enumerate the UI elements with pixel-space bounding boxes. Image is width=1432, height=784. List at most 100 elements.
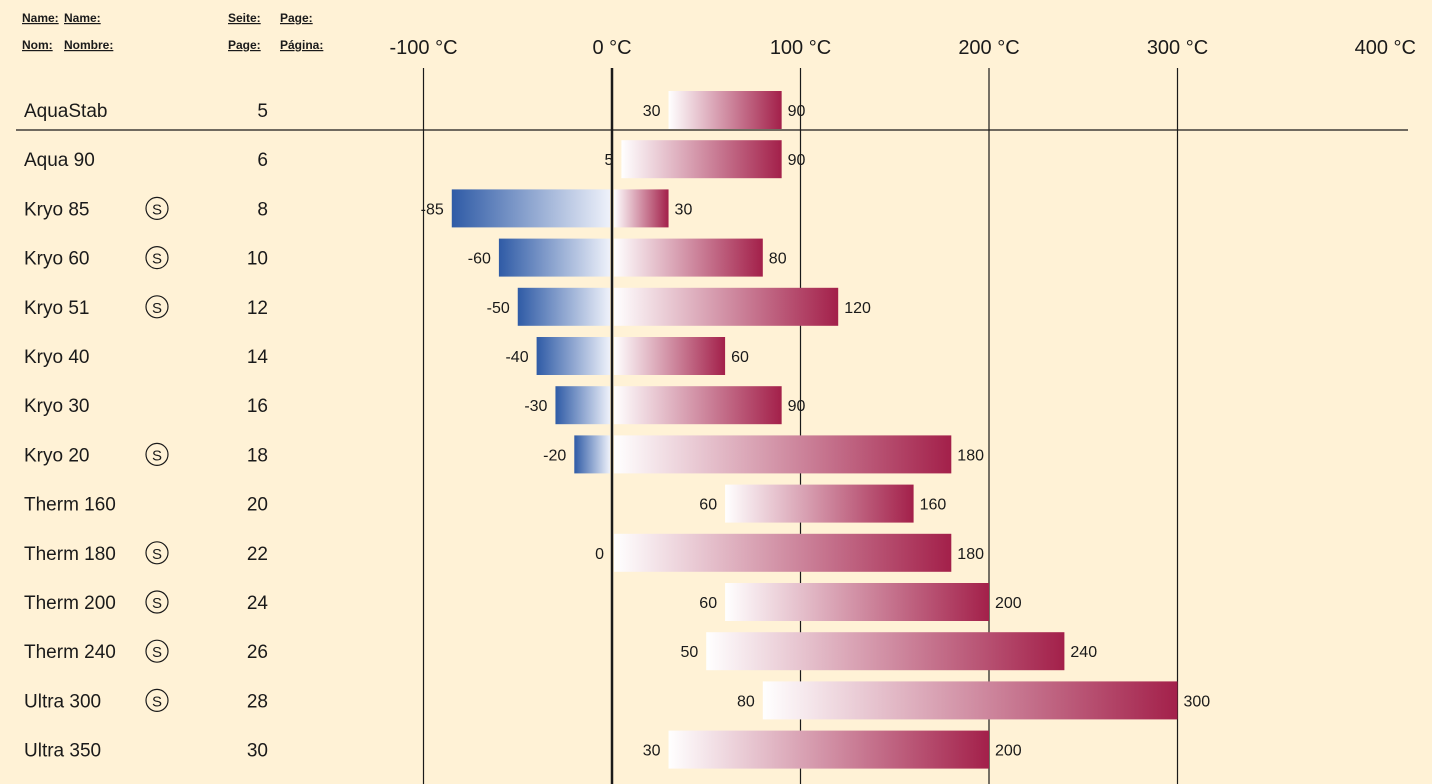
special-marker-letter: S	[152, 693, 162, 710]
header-name-en: Name:	[64, 11, 101, 25]
warm-range-bar	[668, 91, 782, 129]
max-value-label: 90	[788, 152, 806, 169]
cold-range-bar	[536, 337, 610, 375]
x-tick-label: 400 °C	[1355, 37, 1416, 59]
min-value-label: 60	[699, 497, 717, 514]
x-axis-tick-labels: -100 °C 0 °C 100 °C 200 °C 300 °C 400 °C	[389, 37, 1416, 59]
row-name: Kryo 51	[24, 298, 89, 319]
cold-range-bar	[451, 189, 610, 228]
max-value-label: 180	[957, 447, 984, 464]
grid-lines	[16, 68, 1408, 784]
special-marker-letter: S	[152, 644, 162, 661]
special-marker-letter: S	[152, 447, 162, 464]
row-name: Therm 240	[24, 642, 116, 663]
special-marker-letter: S	[152, 201, 162, 218]
max-value-label: 80	[769, 251, 787, 268]
header-seite-de: Seite:	[228, 11, 261, 25]
row-name: Kryo 85	[24, 199, 89, 220]
warm-range-bar	[614, 337, 726, 375]
row-page-number: 30	[247, 741, 268, 762]
min-value-label: 60	[699, 595, 717, 612]
special-marker-circle	[145, 590, 169, 614]
special-marker-circle	[145, 196, 169, 220]
max-value-label: 200	[995, 743, 1022, 760]
special-marker-letter: S	[152, 595, 162, 612]
row-page-number: 6	[257, 150, 268, 171]
max-value-label: 180	[957, 546, 984, 563]
special-marker-circle	[145, 246, 169, 270]
warm-range-bar	[614, 287, 839, 326]
min-value-label: 5	[605, 152, 614, 169]
special-marker-letter: S	[152, 300, 162, 317]
header-nombre-es: Nombre:	[64, 38, 113, 52]
row-name: Therm 160	[24, 495, 116, 516]
row-page-number: 20	[247, 495, 268, 516]
row-name: Kryo 60	[24, 249, 89, 270]
row-name: Kryo 20	[24, 445, 89, 466]
x-tick-label: 0 °C	[592, 37, 631, 59]
row-page-number: 24	[247, 593, 269, 614]
min-value-label: 80	[737, 693, 755, 710]
row-page-number: 8	[257, 199, 268, 220]
row-name: Therm 200	[24, 593, 116, 614]
row-name: Ultra 350	[24, 741, 101, 762]
min-value-label: 30	[643, 743, 661, 760]
row-labels: AquaStab 5 30 90 Aqua 90 6 5 90 Kryo 85 S 8 -85 30 Kr…	[24, 101, 1210, 762]
warm-range-bar	[762, 681, 1178, 720]
max-value-label: 60	[731, 349, 749, 366]
bars	[451, 91, 1178, 769]
row-page-number: 22	[247, 544, 268, 565]
cold-range-bar	[574, 435, 610, 474]
warm-range-bar	[614, 238, 763, 277]
cold-range-bar	[555, 386, 610, 425]
x-tick-label: 300 °C	[1147, 37, 1208, 59]
row-name: Kryo 40	[24, 347, 89, 368]
cold-range-bar	[517, 287, 610, 326]
min-value-label: -40	[505, 349, 528, 366]
warm-range-bar	[614, 189, 669, 228]
warm-range-bar	[706, 632, 1065, 671]
warm-range-bar	[614, 386, 782, 425]
max-value-label: 90	[788, 103, 806, 120]
row-page-number: 28	[247, 691, 268, 712]
row-page-number: 5	[257, 101, 268, 122]
max-value-label: 300	[1184, 693, 1211, 710]
row-name: Therm 180	[24, 544, 116, 565]
max-value-label: 160	[920, 497, 947, 514]
x-tick-label: -100 °C	[389, 37, 457, 59]
row-page-number: 18	[247, 445, 268, 466]
min-value-label: -30	[524, 398, 547, 415]
min-value-label: 0	[595, 546, 604, 563]
warm-range-bar	[725, 484, 914, 523]
header-name-de: Name:	[22, 11, 59, 25]
x-tick-label: 100 °C	[770, 37, 831, 59]
row-name: Aqua 90	[24, 150, 95, 171]
min-value-label: -60	[468, 251, 491, 268]
row-page-number: 12	[247, 298, 268, 319]
min-value-label: 30	[643, 103, 661, 120]
row-page-number: 16	[247, 396, 268, 417]
warm-range-bar	[668, 730, 989, 769]
row-name: Kryo 30	[24, 396, 89, 417]
min-value-label: -85	[421, 201, 444, 218]
warm-range-bar	[621, 140, 782, 179]
special-marker-circle	[145, 541, 169, 565]
header-page-en: Page:	[280, 11, 313, 25]
x-tick-label: 200 °C	[958, 37, 1019, 59]
warm-range-bar	[725, 583, 989, 621]
min-value-label: -50	[487, 300, 510, 317]
max-value-label: 90	[788, 398, 806, 415]
special-marker-circle	[145, 639, 169, 663]
header-nom-fr: Nom:	[22, 38, 53, 52]
min-value-label: 50	[680, 644, 698, 661]
warm-range-bar	[614, 533, 952, 572]
cold-range-bar	[498, 238, 610, 277]
warm-range-bar	[614, 435, 952, 474]
max-value-label: 200	[995, 595, 1022, 612]
row-name: AquaStab	[24, 101, 107, 122]
min-value-label: -20	[543, 447, 566, 464]
header-pagina-es: Página:	[280, 38, 323, 52]
max-value-label: 30	[675, 201, 693, 218]
max-value-label: 120	[844, 300, 871, 317]
